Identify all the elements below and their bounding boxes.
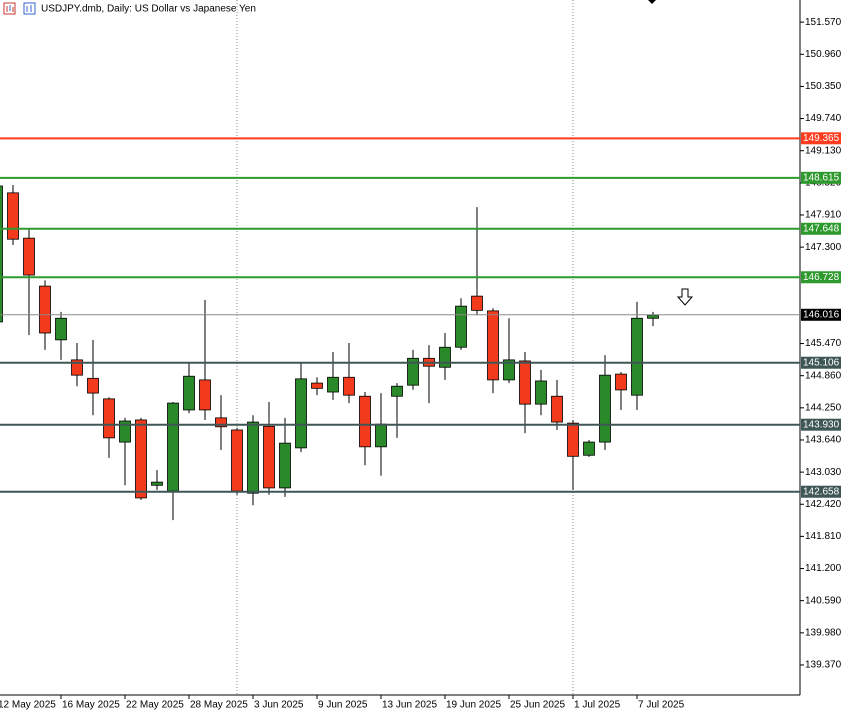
y-tick-label: 150.350	[805, 81, 842, 92]
candle-body	[455, 305, 467, 348]
candle-body	[343, 376, 355, 396]
y-tick-label: 139.980	[805, 627, 842, 638]
level-label-bg	[801, 356, 841, 369]
candle-body	[503, 359, 515, 381]
level-label-bg	[801, 418, 841, 431]
arrow-marker	[648, 0, 656, 4]
level-label-bg	[801, 308, 841, 321]
level-label: 147.648	[803, 223, 840, 234]
x-tick-label: 19 Jun 2025	[446, 700, 501, 711]
candle-body	[151, 481, 163, 486]
candle-body	[215, 417, 227, 428]
candle-body	[519, 360, 531, 405]
level-label: 149.365	[803, 133, 840, 144]
candle-body	[199, 379, 211, 411]
candle-body	[167, 402, 179, 492]
x-tick-label: 1 Jul 2025	[574, 700, 621, 711]
candle-body	[583, 441, 595, 456]
candle-body	[295, 378, 307, 449]
x-tick-label: 12 May 2025	[0, 700, 56, 711]
x-tick-label: 13 Jun 2025	[382, 700, 437, 711]
y-tick-label: 145.470	[805, 338, 842, 349]
candle-body	[311, 382, 323, 389]
y-tick-label: 147.300	[805, 242, 842, 253]
level-label: 143.930	[803, 419, 840, 430]
y-tick-label: 143.030	[805, 467, 842, 478]
candle-body	[375, 423, 387, 448]
candle-body	[87, 377, 99, 394]
candle-body	[359, 395, 371, 448]
candle-body	[391, 385, 403, 397]
chart-title: USDJPY.dmb, Daily: US Dollar vs Japanese…	[41, 4, 256, 15]
candle-body	[231, 429, 243, 492]
candle-body	[55, 317, 67, 341]
candle-body	[135, 419, 147, 499]
y-tick-label: 143.640	[805, 435, 842, 446]
candle-body	[71, 359, 83, 376]
y-tick-label: 140.590	[805, 595, 842, 606]
candle-body	[599, 374, 611, 443]
level-label-bg	[801, 171, 841, 184]
level-label: 146.728	[803, 272, 840, 283]
level-label-bg	[801, 132, 841, 145]
level-label-bg	[801, 271, 841, 284]
candle-body	[439, 346, 451, 368]
candle-body	[7, 192, 19, 240]
x-tick-label: 28 May 2025	[190, 700, 248, 711]
candle-body	[647, 314, 659, 319]
candle-body	[39, 285, 51, 334]
candle-body	[407, 357, 419, 386]
y-tick-label: 141.810	[805, 531, 842, 542]
candle-body	[615, 373, 627, 391]
y-tick-label: 144.250	[805, 402, 842, 413]
candle-body	[119, 420, 131, 443]
y-tick-label: 139.370	[805, 660, 842, 671]
candle-body	[551, 395, 563, 423]
x-tick-label: 16 May 2025	[62, 700, 120, 711]
y-tick-label: 141.200	[805, 563, 842, 574]
level-label: 148.615	[803, 172, 840, 183]
x-tick-label: 3 Jun 2025	[254, 700, 304, 711]
plot-area	[0, 184, 659, 521]
candle-body	[487, 310, 499, 381]
x-tick-label: 22 May 2025	[126, 700, 184, 711]
candle-body	[103, 398, 115, 439]
candle-body	[471, 295, 483, 311]
y-tick-label: 147.910	[805, 210, 842, 221]
candle-body	[263, 425, 275, 489]
chart-icon	[3, 2, 36, 15]
level-label-bg	[801, 222, 841, 235]
icon-box	[23, 2, 36, 15]
y-tick-label: 149.130	[805, 145, 842, 156]
x-tick-label: 9 Jun 2025	[318, 700, 368, 711]
x-tick-label: 7 Jul 2025	[638, 700, 685, 711]
y-tick-label: 150.960	[805, 49, 842, 60]
candle-body	[23, 237, 35, 276]
candle-body	[327, 376, 339, 393]
candle-body	[567, 422, 579, 457]
candle-body	[535, 380, 547, 405]
y-tick-label: 142.420	[805, 499, 842, 510]
y-tick-label: 149.740	[805, 113, 842, 124]
candle-body	[0, 185, 3, 323]
candle-body	[631, 317, 643, 396]
level-label: 145.106	[803, 357, 840, 368]
y-tick-label: 151.570	[805, 17, 842, 28]
down-arrow-marker	[676, 288, 694, 306]
y-tick-label: 144.860	[805, 370, 842, 381]
candle-body	[279, 442, 291, 489]
x-tick-label: 25 Jun 2025	[510, 700, 565, 711]
level-label-bg	[801, 485, 841, 498]
level-label: 146.016	[803, 309, 840, 320]
candle-body	[183, 375, 195, 411]
candle-body	[247, 421, 259, 494]
level-label: 142.658	[803, 486, 840, 497]
